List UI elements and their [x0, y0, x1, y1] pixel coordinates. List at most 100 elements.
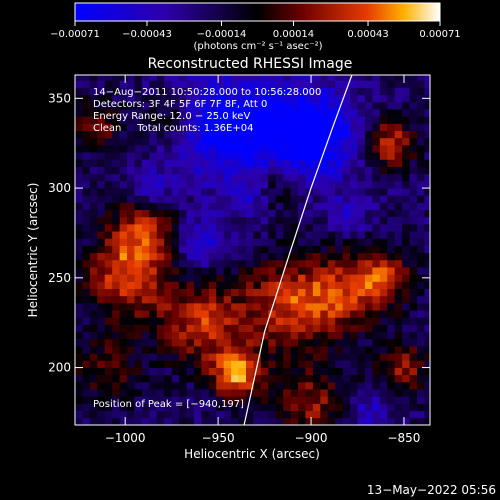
heatmap-pixel	[112, 145, 120, 153]
heatmap-pixel	[364, 130, 373, 139]
heatmap-pixel	[127, 101, 135, 110]
heatmap-pixel	[127, 173, 135, 182]
heatmap-pixel	[186, 353, 195, 361]
heatmap-pixel	[305, 417, 314, 425]
heatmap-pixel	[238, 245, 247, 254]
heatmap-pixel	[387, 109, 396, 117]
heatmap-pixel	[75, 267, 83, 275]
heatmap-pixel	[379, 223, 388, 232]
heatmap-pixel	[134, 281, 143, 289]
heatmap-pixel	[416, 367, 425, 376]
heatmap-pixel	[298, 137, 306, 146]
heatmap-pixel	[82, 389, 91, 397]
heatmap-pixel	[104, 109, 113, 117]
heatmap-pixel	[238, 374, 247, 383]
heatmap-pixel	[216, 324, 225, 333]
heatmap-pixel	[350, 367, 358, 376]
heatmap-pixel	[82, 259, 91, 268]
heatmap-pixel	[193, 245, 202, 254]
heatmap-pixel	[104, 403, 113, 412]
heatmap-pixel	[298, 389, 306, 397]
heatmap-pixel	[350, 317, 358, 325]
heatmap-pixel	[231, 317, 239, 325]
heatmap-pixel	[104, 367, 113, 376]
heatmap-pixel	[387, 238, 396, 246]
heatmap-pixel	[134, 381, 143, 390]
heatmap-pixel	[268, 123, 277, 132]
heatmap-pixel	[238, 75, 247, 81]
heatmap-pixel	[223, 274, 232, 282]
solar-limb-curve	[243, 75, 353, 425]
heatmap-pixel	[75, 367, 83, 376]
heatmap-pixel	[379, 216, 388, 225]
heatmap-pixel	[275, 267, 284, 275]
heatmap-pixel	[364, 267, 373, 275]
heatmap-pixel	[372, 180, 381, 189]
heatmap-pixel	[253, 195, 262, 203]
heatmap-pixel	[171, 223, 180, 232]
heatmap-pixel	[156, 94, 165, 103]
heatmap-pixel	[402, 116, 410, 124]
heatmap-pixel	[238, 159, 247, 167]
x-tick-label: −850	[387, 431, 420, 445]
heatmap-pixel	[245, 295, 254, 304]
heatmap-pixel	[335, 223, 344, 232]
heatmap-pixel	[141, 87, 150, 96]
heatmap-pixel	[275, 101, 284, 110]
heatmap-pixel	[424, 267, 430, 275]
heatmap-pixel	[320, 238, 329, 246]
heatmap-pixel	[82, 223, 91, 232]
heatmap-pixel	[379, 410, 388, 419]
heatmap-pixel	[171, 109, 180, 117]
heatmap-pixel	[350, 295, 358, 304]
heatmap-pixel	[320, 259, 329, 268]
heatmap-pixel	[335, 252, 344, 261]
heatmap-pixel	[372, 389, 381, 397]
heatmap-pixel	[424, 145, 430, 153]
y-axis-label: Heliocentric Y (arcsec)	[26, 183, 40, 318]
heatmap-pixel	[119, 152, 128, 160]
heatmap-pixel	[245, 231, 254, 239]
heatmap-pixel	[238, 381, 247, 390]
heatmap-pixel	[305, 389, 314, 397]
heatmap-pixel	[409, 137, 418, 146]
heatmap-pixel	[350, 75, 358, 81]
heatmap-pixel	[312, 381, 321, 390]
heatmap-pixel	[342, 145, 351, 153]
heatmap-pixel	[156, 288, 165, 297]
heatmap-pixel	[82, 101, 91, 110]
heatmap-pixel	[416, 202, 425, 211]
heatmap-pixel	[179, 223, 187, 232]
heatmap-pixel	[193, 288, 202, 297]
heatmap-pixel	[208, 87, 217, 96]
heatmap-pixel	[231, 346, 239, 354]
heatmap-pixel	[290, 245, 299, 254]
heatmap-pixel	[357, 94, 366, 103]
heatmap-pixel	[149, 87, 158, 96]
heatmap-pixel	[134, 195, 143, 203]
heatmap-pixel	[298, 152, 306, 160]
heatmap-pixel	[424, 180, 430, 189]
heatmap-pixel	[394, 202, 403, 211]
heatmap-pixel	[134, 288, 143, 297]
heatmap-pixel	[97, 145, 106, 153]
heatmap-pixel	[298, 281, 306, 289]
heatmap-pixel	[223, 180, 232, 189]
heatmap-pixel	[127, 267, 135, 275]
heatmap-pixel	[275, 209, 284, 218]
heatmap-pixel	[141, 216, 150, 225]
heatmap-pixel	[268, 346, 277, 354]
heatmap-pixel	[193, 80, 202, 88]
heatmap-pixel	[253, 116, 262, 124]
heatmap-pixel	[201, 295, 210, 304]
heatmap-pixel	[394, 259, 403, 268]
heatmap-pixel	[275, 417, 284, 425]
heatmap-pixel	[134, 389, 143, 397]
heatmap-pixel	[409, 101, 418, 110]
heatmap-pixel	[201, 80, 210, 88]
heatmap-pixel	[409, 130, 418, 139]
heatmap-pixel	[364, 223, 373, 232]
heatmap-pixel	[402, 367, 410, 376]
heatmap-pixel	[141, 137, 150, 146]
heatmap-pixel	[424, 288, 430, 297]
